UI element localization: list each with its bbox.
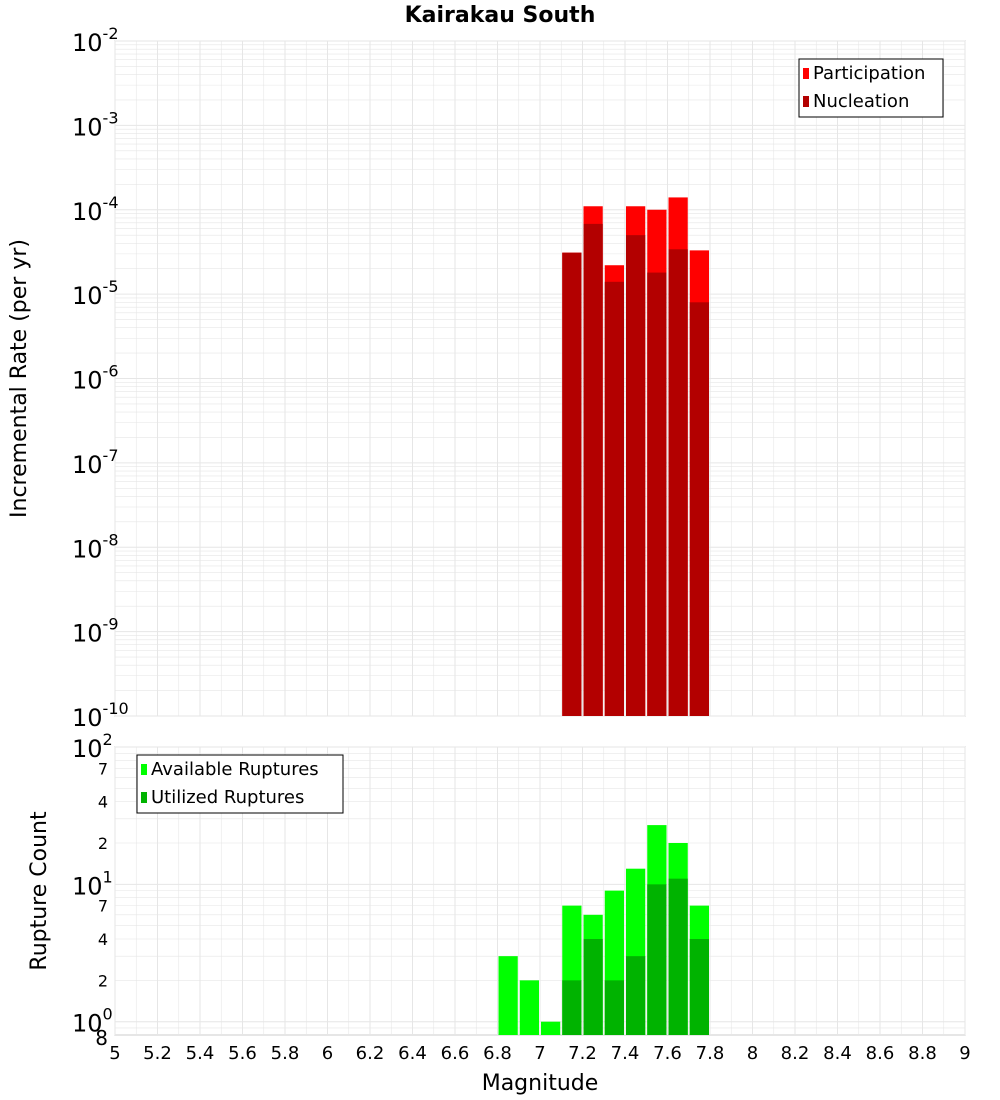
counts-legend: Available Ruptures Utilized Ruptures bbox=[136, 754, 344, 814]
y-tick-label: 10-5 bbox=[72, 277, 119, 310]
y-tick-label: 10-2 bbox=[72, 24, 119, 57]
bar-nucleation bbox=[668, 249, 688, 716]
x-axis-label: Magnitude bbox=[482, 1071, 599, 1096]
rates-y-axis-label: Incremental Rate (per yr) bbox=[7, 239, 32, 518]
rates-panel: 10-10 10-9 10-8 10-7 10-6 10-5 10-4 10-3 10-2 In… bbox=[7, 24, 966, 732]
x-tick-label: 6 bbox=[322, 1043, 333, 1064]
legend-swatch-available bbox=[141, 764, 147, 775]
legend-swatch-participation bbox=[803, 68, 809, 79]
y-minor-tick-label: 2 bbox=[98, 971, 108, 990]
bar-utilized-ruptures bbox=[668, 878, 688, 1035]
bar-utilized-ruptures bbox=[689, 939, 709, 1035]
y-tick-label: 10-6 bbox=[72, 362, 119, 395]
x-tick-label: 5.2 bbox=[143, 1043, 172, 1064]
counts-panel: 100 101 102 8 2 4 7 2 4 7 Rupture Count Available… bbox=[27, 730, 966, 1050]
x-tick-label: 6.6 bbox=[441, 1043, 470, 1064]
y-tick-label: 10-8 bbox=[72, 530, 119, 563]
bar-utilized-ruptures bbox=[626, 956, 646, 1035]
y-minor-tick-label: 7 bbox=[98, 759, 108, 778]
y-minor-tick-label: 4 bbox=[98, 930, 108, 949]
y-tick-label: 10-9 bbox=[72, 615, 119, 648]
bar-nucleation bbox=[689, 302, 709, 716]
legend-label-utilized: Utilized Ruptures bbox=[151, 787, 304, 808]
x-tick-label: 5.6 bbox=[228, 1043, 257, 1064]
legend-label-nucleation: Nucleation bbox=[813, 91, 909, 112]
bar-nucleation bbox=[583, 223, 603, 716]
x-tick-label: 8.4 bbox=[823, 1043, 852, 1064]
bar-nucleation bbox=[626, 235, 646, 716]
x-tick-label: 7.8 bbox=[696, 1043, 725, 1064]
bar-nucleation bbox=[562, 252, 582, 716]
x-tick-label: 8.2 bbox=[781, 1043, 810, 1064]
x-tick-label: 9 bbox=[959, 1043, 970, 1064]
x-tick-label: 7 bbox=[534, 1043, 545, 1064]
legend-label-available: Available Ruptures bbox=[151, 759, 319, 780]
x-tick-label: 6.2 bbox=[356, 1043, 385, 1064]
counts-y-axis-label: Rupture Count bbox=[27, 811, 52, 971]
bar-nucleation bbox=[647, 272, 667, 716]
bar-available-ruptures bbox=[498, 956, 518, 1035]
x-tick-label: 7.6 bbox=[653, 1043, 682, 1064]
legend-swatch-nucleation bbox=[803, 96, 809, 107]
y-minor-tick-label: 2 bbox=[98, 834, 108, 853]
legend-label-participation: Participation bbox=[813, 63, 925, 84]
x-axis-ticks: 5 5.2 5.4 5.6 5.8 6 6.2 6.4 6.6 6.8 7 7.2 7.4 7.6 7.8 8… bbox=[109, 1043, 970, 1064]
bar-utilized-ruptures bbox=[583, 939, 603, 1035]
rates-legend: Participation Nucleation bbox=[798, 58, 944, 118]
counts-bars bbox=[498, 825, 709, 1035]
counts-y-ticks: 100 101 102 8 2 4 7 2 4 7 bbox=[72, 730, 113, 1050]
x-tick-label: 7.2 bbox=[568, 1043, 597, 1064]
bar-utilized-ruptures bbox=[604, 980, 624, 1035]
bar-available-ruptures bbox=[541, 1021, 561, 1035]
bar-utilized-ruptures bbox=[647, 884, 667, 1035]
y-tick-label: 10-3 bbox=[72, 108, 119, 141]
x-tick-label: 5 bbox=[109, 1043, 120, 1064]
y-minor-tick-label: 4 bbox=[98, 793, 108, 812]
bar-nucleation bbox=[604, 281, 624, 716]
x-tick-label: 8.8 bbox=[908, 1043, 937, 1064]
chart-title: Kairakau South bbox=[405, 3, 596, 28]
x-tick-label: 8.6 bbox=[866, 1043, 895, 1064]
y-minor-tick-label: 7 bbox=[98, 897, 108, 916]
y-tick-label: 101 bbox=[72, 867, 113, 900]
y-tick-label: 10-10 bbox=[72, 699, 129, 732]
rates-legend-box bbox=[798, 58, 944, 118]
counts-legend-box bbox=[136, 754, 344, 814]
y-tick-label: 100 bbox=[72, 1005, 113, 1038]
bar-utilized-ruptures bbox=[562, 980, 582, 1035]
x-tick-label: 6.8 bbox=[483, 1043, 512, 1064]
bar-available-ruptures bbox=[519, 980, 539, 1035]
x-tick-label: 6.4 bbox=[398, 1043, 427, 1064]
y-tick-label: 10-7 bbox=[72, 446, 119, 479]
rates-bars bbox=[562, 197, 709, 717]
y-minor-tick-label: 8 bbox=[95, 1026, 108, 1050]
x-tick-label: 7.4 bbox=[611, 1043, 640, 1064]
x-tick-label: 8 bbox=[747, 1043, 758, 1064]
y-tick-label: 10-4 bbox=[72, 193, 119, 226]
x-tick-label: 5.4 bbox=[186, 1043, 215, 1064]
y-tick-label: 102 bbox=[72, 730, 113, 763]
legend-swatch-utilized bbox=[141, 792, 147, 803]
x-tick-label: 5.8 bbox=[271, 1043, 300, 1064]
rates-grid bbox=[114, 40, 966, 717]
rates-y-ticks: 10-10 10-9 10-8 10-7 10-6 10-5 10-4 10-3 10-2 bbox=[72, 24, 129, 732]
